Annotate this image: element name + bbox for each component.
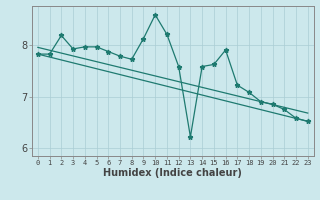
X-axis label: Humidex (Indice chaleur): Humidex (Indice chaleur) [103, 168, 242, 178]
